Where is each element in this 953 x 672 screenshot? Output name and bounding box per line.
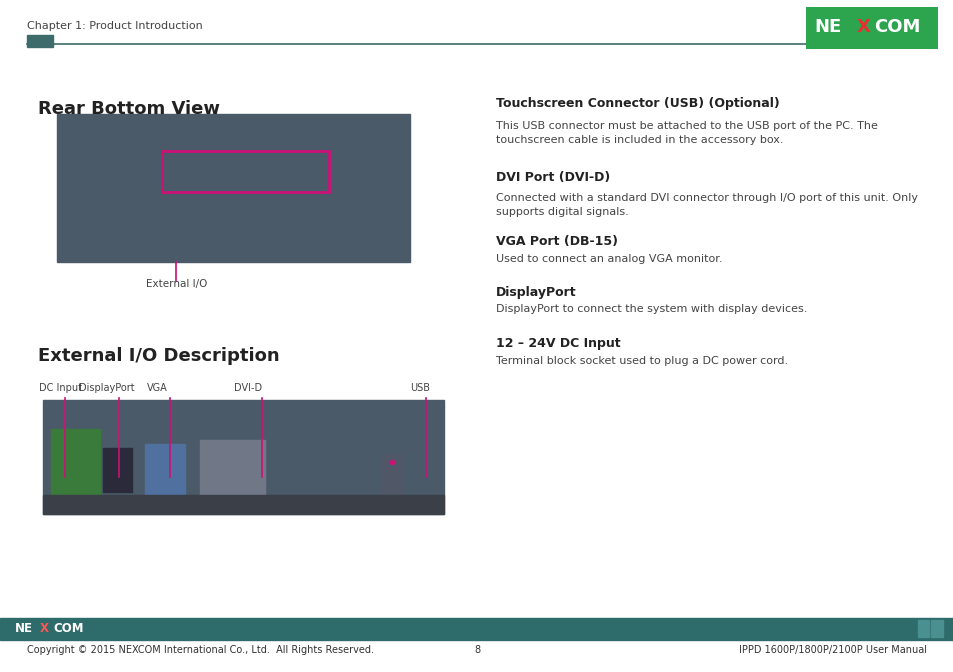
Text: 8: 8 xyxy=(474,645,479,655)
Text: Terminal block socket used to plug a DC power cord.: Terminal block socket used to plug a DC … xyxy=(496,356,787,366)
Text: 12 – 24V DC Input: 12 – 24V DC Input xyxy=(496,337,620,350)
Text: COM: COM xyxy=(874,18,920,36)
Text: DVI Port (DVI-D): DVI Port (DVI-D) xyxy=(496,171,610,184)
Bar xyxy=(200,440,265,497)
Text: DC Input: DC Input xyxy=(38,383,82,393)
Text: COM: COM xyxy=(53,622,84,635)
Text: IPPD 1600P/1800P/2100P User Manual: IPPD 1600P/1800P/2100P User Manual xyxy=(739,645,926,655)
Text: X: X xyxy=(855,18,869,36)
Text: Chapter 1: Product Introduction: Chapter 1: Product Introduction xyxy=(27,21,202,30)
Text: External I/O: External I/O xyxy=(146,279,207,289)
Bar xyxy=(27,35,53,47)
Text: NE: NE xyxy=(15,622,33,635)
Text: Connected with a standard DVI connector through I/O port of this unit. Only
supp: Connected with a standard DVI connector … xyxy=(496,193,917,217)
Bar xyxy=(162,151,329,192)
Text: VGA Port (DB-15): VGA Port (DB-15) xyxy=(496,235,618,248)
Text: DVI-D: DVI-D xyxy=(233,383,262,393)
Text: DisplayPort: DisplayPort xyxy=(496,286,577,298)
Text: External I/O Description: External I/O Description xyxy=(38,347,279,365)
Text: Rear Bottom View: Rear Bottom View xyxy=(38,100,220,118)
Text: X: X xyxy=(40,622,49,635)
Bar xyxy=(51,429,100,495)
Text: USB: USB xyxy=(410,383,429,393)
Bar xyxy=(381,454,402,494)
Text: DisplayPort to connect the system with display devices.: DisplayPort to connect the system with d… xyxy=(496,304,806,314)
Text: Touchscreen Connector (USB) (Optional): Touchscreen Connector (USB) (Optional) xyxy=(496,97,779,110)
Bar xyxy=(0,618,953,640)
Bar xyxy=(57,114,410,262)
Bar xyxy=(930,620,942,637)
Text: This USB connector must be attached to the USB port of the PC. The
touchscreen c: This USB connector must be attached to t… xyxy=(496,121,877,145)
Bar xyxy=(917,620,928,637)
Bar xyxy=(43,495,443,514)
Bar xyxy=(145,444,185,494)
Bar xyxy=(43,400,443,514)
Text: NE: NE xyxy=(813,18,841,36)
Text: Copyright © 2015 NEXCOM International Co., Ltd.  All Rights Reserved.: Copyright © 2015 NEXCOM International Co… xyxy=(27,645,374,655)
Text: Used to connect an analog VGA monitor.: Used to connect an analog VGA monitor. xyxy=(496,254,721,264)
Bar xyxy=(103,448,132,492)
Text: DisplayPort: DisplayPort xyxy=(79,383,134,393)
Text: VGA: VGA xyxy=(147,383,168,393)
